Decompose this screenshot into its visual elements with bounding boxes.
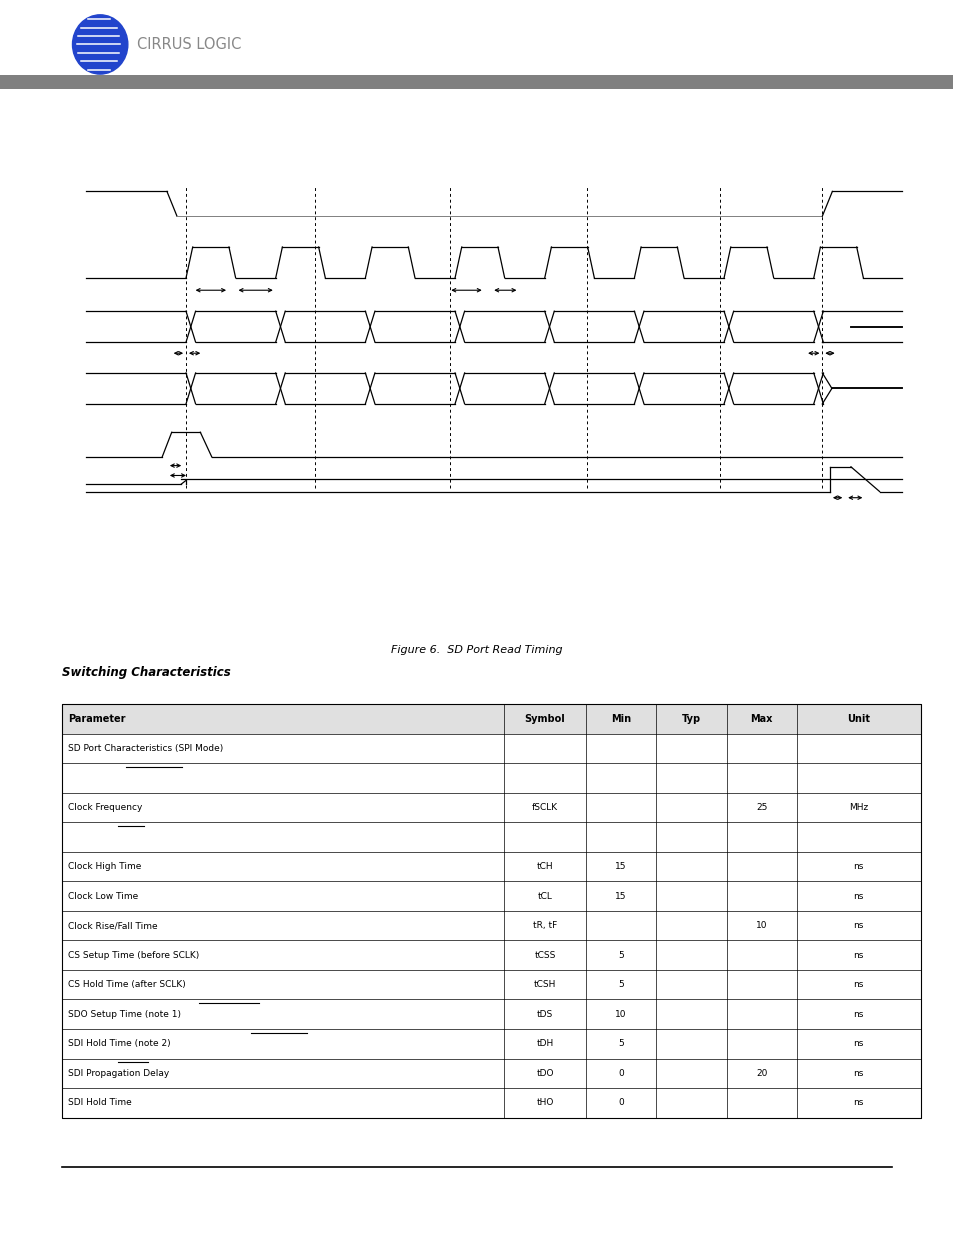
Bar	[62, 882, 920, 911]
Text: 10: 10	[615, 1010, 626, 1019]
Text: Symbol: Symbol	[524, 714, 565, 724]
Text: ns: ns	[853, 921, 863, 930]
Text: 15: 15	[615, 862, 626, 871]
Ellipse shape	[72, 15, 128, 74]
Bar	[62, 940, 920, 969]
Text: tCSH: tCSH	[534, 981, 556, 989]
Text: CIRRUS LOGIC: CIRRUS LOGIC	[137, 37, 241, 52]
Bar	[62, 704, 920, 734]
Text: Max: Max	[750, 714, 772, 724]
Text: SD Port Characteristics (SPI Mode): SD Port Characteristics (SPI Mode)	[68, 743, 223, 753]
Text: ns: ns	[853, 981, 863, 989]
Bar	[62, 911, 920, 940]
Text: tCL: tCL	[537, 892, 552, 900]
Text: tDO: tDO	[536, 1068, 553, 1078]
Text: SDO Setup Time (note 1): SDO Setup Time (note 1)	[68, 1010, 180, 1019]
Text: Figure 6.  SD Port Read Timing: Figure 6. SD Port Read Timing	[391, 645, 562, 655]
Bar	[62, 763, 920, 793]
Text: Clock High Time: Clock High Time	[68, 862, 141, 871]
Text: ns: ns	[853, 892, 863, 900]
Text: ns: ns	[853, 1098, 863, 1108]
Text: CS Setup Time (before SCLK): CS Setup Time (before SCLK)	[68, 951, 199, 960]
Text: 25: 25	[756, 803, 766, 811]
Text: CS Hold Time (after SCLK): CS Hold Time (after SCLK)	[68, 981, 185, 989]
Text: tDS: tDS	[537, 1010, 553, 1019]
Text: ns: ns	[853, 1040, 863, 1049]
Text: Parameter: Parameter	[68, 714, 125, 724]
Bar	[62, 1029, 920, 1058]
Text: Clock Frequency: Clock Frequency	[68, 803, 142, 811]
Text: 20: 20	[756, 1068, 766, 1078]
Text: Clock Rise/Fall Time: Clock Rise/Fall Time	[68, 921, 157, 930]
Text: tDH: tDH	[536, 1040, 553, 1049]
Text: 5: 5	[618, 1040, 623, 1049]
Text: 5: 5	[618, 981, 623, 989]
Text: SDI Propagation Delay: SDI Propagation Delay	[68, 1068, 169, 1078]
Text: tCSS: tCSS	[534, 951, 555, 960]
Text: Clock Low Time: Clock Low Time	[68, 892, 138, 900]
Bar	[62, 852, 920, 882]
Bar	[62, 999, 920, 1029]
Text: SDI Hold Time (note 2): SDI Hold Time (note 2)	[68, 1040, 171, 1049]
Text: MHz: MHz	[848, 803, 867, 811]
Text: tR, tF: tR, tF	[533, 921, 557, 930]
Bar	[62, 1058, 920, 1088]
Text: fSCLK: fSCLK	[532, 803, 558, 811]
Bar	[62, 704, 920, 1118]
Bar	[0, 75, 953, 89]
Bar	[62, 1088, 920, 1118]
Text: ns: ns	[853, 1010, 863, 1019]
Text: SDI Hold Time: SDI Hold Time	[68, 1098, 132, 1108]
Text: 5: 5	[618, 951, 623, 960]
Bar	[62, 969, 920, 999]
Text: 15: 15	[615, 892, 626, 900]
Text: tHO: tHO	[536, 1098, 553, 1108]
Text: 0: 0	[618, 1068, 623, 1078]
Bar	[62, 734, 920, 763]
Text: 0: 0	[618, 1098, 623, 1108]
Text: Unit: Unit	[846, 714, 869, 724]
Text: Min: Min	[610, 714, 630, 724]
Bar	[62, 823, 920, 852]
Text: ns: ns	[853, 862, 863, 871]
Text: Switching Characteristics: Switching Characteristics	[62, 666, 231, 679]
Text: Typ: Typ	[681, 714, 700, 724]
Text: tCH: tCH	[537, 862, 553, 871]
Text: ns: ns	[853, 951, 863, 960]
Bar	[62, 793, 920, 823]
Text: 10: 10	[755, 921, 767, 930]
Text: ns: ns	[853, 1068, 863, 1078]
